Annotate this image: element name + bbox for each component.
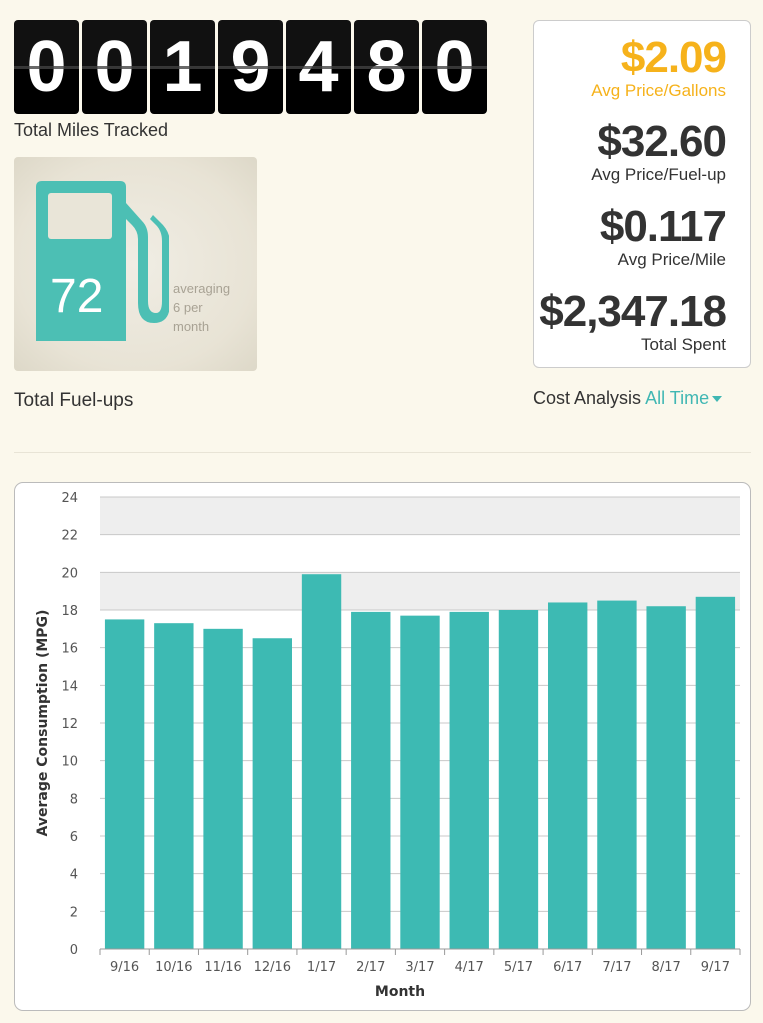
y-tick-label: 10 — [61, 755, 78, 770]
x-tick-label: 1/17 — [307, 960, 336, 975]
bar — [400, 615, 440, 949]
avg-price-mile: $0.117 Avg Price/Mile — [599, 202, 727, 270]
avg-price-gallon: $2.09 Avg Price/Gallons — [591, 33, 727, 101]
x-tick-label: 2/17 — [356, 960, 385, 975]
x-tick-label: 12/16 — [254, 960, 291, 975]
y-tick-label: 20 — [61, 566, 78, 581]
total-spent: $2,347.18 Total Spent — [539, 287, 727, 355]
bar — [301, 574, 342, 949]
x-tick-label: 4/17 — [455, 960, 484, 975]
odometer-digit: 4 — [286, 20, 351, 114]
odometer-digit: 9 — [218, 20, 283, 114]
bar — [498, 610, 539, 949]
cost-label: Avg Price/Mile — [617, 250, 726, 269]
cost-label: Avg Price/Fuel-up — [591, 165, 726, 184]
cost-value: $0.117 — [599, 202, 727, 251]
odometer-digit: 0 — [82, 20, 147, 114]
x-tick-label: 10/16 — [155, 960, 192, 975]
fuel-avg-line: averaging — [173, 281, 231, 296]
y-tick-label: 16 — [61, 642, 78, 657]
odometer-digit: 1 — [150, 20, 215, 114]
y-tick-label: 4 — [70, 868, 78, 883]
x-tick-label: 9/16 — [110, 960, 139, 975]
odometer: 0 0 1 9 4 8 0 — [14, 20, 487, 114]
cost-value: $32.60 — [597, 117, 727, 166]
y-tick-label: 12 — [61, 717, 78, 732]
bar — [154, 623, 194, 949]
cost-analysis: Cost Analysis All Time — [533, 388, 723, 409]
x-tick-label: 11/16 — [204, 960, 241, 975]
bar — [449, 611, 489, 949]
y-tick-label: 6 — [70, 830, 78, 845]
y-tick-label: 18 — [61, 604, 78, 619]
fuel-ups-average: averaging 6 per month — [173, 279, 245, 336]
bar — [646, 606, 686, 949]
total-fuel-ups-label: Total Fuel-ups — [14, 390, 134, 411]
y-axis-title: Average Consumption (MPG) — [35, 610, 51, 837]
y-tick-label: 0 — [70, 943, 78, 958]
caret-down-icon — [712, 396, 723, 403]
gas-pump-icon — [36, 181, 169, 341]
cost-value: $2.09 — [620, 33, 727, 82]
bar — [597, 600, 637, 949]
fuel-avg-line: 6 per — [173, 300, 203, 315]
fuel-avg-line: month — [173, 319, 210, 334]
x-tick-label: 8/17 — [652, 960, 681, 975]
cost-label: Avg Price/Gallons — [591, 81, 726, 100]
cost-value: $2,347.18 — [539, 287, 727, 336]
fuel-ups-count: 72 — [50, 270, 104, 323]
odometer-digit: 0 — [14, 20, 79, 114]
bar — [252, 638, 292, 949]
odometer-digit: 0 — [422, 20, 487, 114]
bar — [548, 602, 588, 949]
cost-analysis-label: Cost Analysis — [533, 388, 642, 408]
plot-band — [100, 572, 740, 610]
x-tick-label: 5/17 — [504, 960, 533, 975]
y-tick-label: 8 — [70, 792, 78, 807]
consumption-chart-panel: 0 2 4 6 8 10 12 14 16 18 20 22 24 9/16 10/16 11/16 12/16… — [14, 482, 751, 1011]
fuel-ups-card[interactable]: 72 averaging 6 per month — [14, 157, 257, 371]
total-miles-label: Total Miles Tracked — [14, 120, 169, 140]
y-tick-label: 14 — [61, 679, 78, 694]
x-axis-title: Month — [375, 984, 425, 1000]
section-divider — [14, 452, 751, 453]
plot-band — [100, 497, 740, 535]
x-tick-label: 6/17 — [553, 960, 582, 975]
bar — [104, 619, 145, 949]
odometer-digit: 8 — [354, 20, 419, 114]
bar — [695, 596, 736, 949]
cost-label: Total Spent — [640, 335, 726, 354]
time-range-label: All Time — [645, 388, 710, 408]
x-tick-label: 7/17 — [602, 960, 631, 975]
y-tick-label: 24 — [61, 491, 78, 506]
avg-price-fuel-up: $32.60 Avg Price/Fuel-up — [591, 117, 727, 185]
y-tick-label: 2 — [70, 905, 78, 920]
cost-summary-panel: $2.09 Avg Price/Gallons $32.60 Avg Price… — [533, 20, 751, 368]
bar — [203, 628, 243, 949]
time-range-dropdown[interactable]: All Time — [645, 388, 723, 408]
bar — [351, 611, 391, 949]
x-tick-label: 3/17 — [405, 960, 434, 975]
y-tick-label: 22 — [61, 529, 78, 544]
x-tick-label: 9/17 — [701, 960, 730, 975]
